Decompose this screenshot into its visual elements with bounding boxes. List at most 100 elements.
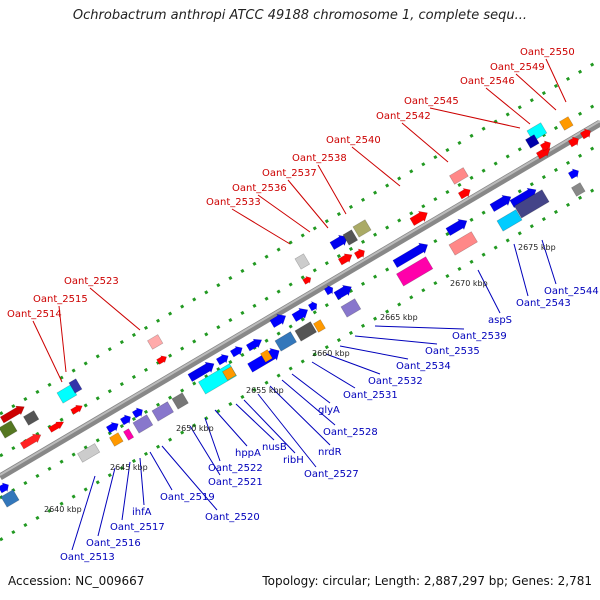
gene-feature[interactable] [302,274,313,285]
upper-gene-label[interactable]: Oant_2514 [7,309,62,320]
lower-gene-label[interactable]: Oant_2517 [110,522,165,533]
lower-gene-label[interactable]: Oant_2528 [323,427,378,438]
lower-gene-label[interactable]: Oant_2543 [516,298,571,309]
upper-label-leader [287,179,329,229]
gene-feature[interactable] [457,186,472,201]
gene-feature[interactable] [294,321,317,342]
gene-feature[interactable] [70,402,84,415]
gene-feature[interactable] [307,300,319,313]
gene-feature[interactable] [19,431,43,451]
upper-gene-label[interactable]: Oant_2545 [404,96,459,107]
gene-feature[interactable] [567,135,581,149]
gene-feature[interactable] [294,253,311,270]
gene-feature[interactable] [342,229,359,246]
gene-feature[interactable] [119,413,133,427]
upper-gene-label[interactable]: Oant_2536 [232,183,287,194]
gene-feature[interactable] [333,282,355,301]
gene-feature[interactable] [147,334,164,350]
lower-gene-label[interactable]: Oant_2513 [60,552,115,563]
gene-feature[interactable] [291,305,311,323]
gene-feature[interactable] [0,420,18,439]
lower-gene-label[interactable]: Oant_2527 [304,469,359,480]
lower-gene-label[interactable]: Oant_2535 [425,346,480,357]
gene-feature[interactable] [329,232,351,251]
gene-feature[interactable] [525,134,540,149]
lower-gene-label[interactable]: Oant_2544 [544,286,599,297]
gene-feature[interactable] [132,414,154,434]
gene-feature[interactable] [48,418,66,433]
lower-gene-label[interactable]: nusB [262,442,287,453]
gene-feature[interactable] [229,344,244,359]
gene-feature[interactable] [353,247,367,261]
gene-feature[interactable] [352,219,372,238]
gene-feature[interactable] [496,209,523,232]
gene-feature[interactable] [23,410,40,426]
gene-feature[interactable] [109,432,124,447]
gene-feature[interactable] [448,231,478,256]
gene-feature[interactable] [323,284,335,297]
lower-gene-label[interactable]: Oant_2531 [343,390,398,401]
gene-feature[interactable] [449,167,469,185]
gene-feature[interactable] [123,428,135,441]
gene-feature[interactable] [245,336,264,353]
lower-gene-label[interactable]: ribH [283,455,304,466]
upper-gene-label[interactable]: Oant_2523 [64,276,119,287]
gene-feature[interactable] [68,378,83,394]
gene-feature[interactable] [313,319,326,333]
lower-gene-label[interactable]: Oant_2521 [208,477,263,488]
upper-gene-label[interactable]: Oant_2550 [520,47,575,58]
gene-feature[interactable] [579,127,593,141]
gene-feature[interactable] [567,167,581,181]
gene-feature[interactable] [187,359,217,384]
gene-feature[interactable] [337,251,354,267]
upper-gene-label[interactable]: Oant_2538 [292,153,347,164]
upper-gene-label[interactable]: Oant_2546 [460,76,515,87]
lower-gene-label[interactable]: Oant_2534 [396,361,451,372]
upper-gene-label[interactable]: Oant_2540 [326,135,381,146]
upper-gene-label[interactable]: Oant_2533 [206,197,261,208]
lower-gene-label[interactable]: ihfA [132,507,152,518]
gene-feature[interactable] [571,182,586,197]
gene-feature[interactable] [396,256,434,287]
upper-gene-label[interactable]: Oant_2542 [376,111,431,122]
gene-feature[interactable] [0,481,11,495]
gene-feature[interactable] [215,352,230,367]
gene-feature[interactable] [274,331,297,352]
gene-feature[interactable] [0,489,20,508]
gene-feature[interactable] [0,402,27,424]
lower-label-leader [71,475,96,551]
gene-feature[interactable] [559,116,574,131]
gene-feature[interactable] [246,345,282,374]
gene-feature[interactable] [409,208,431,227]
lower-gene-label[interactable]: Oant_2519 [160,492,215,503]
gene-feature[interactable] [260,349,273,363]
gene-feature[interactable] [340,298,362,318]
gene-feature[interactable] [151,401,174,422]
upper-gene-label[interactable]: Oant_2549 [490,62,545,73]
lower-gene-label[interactable]: Oant_2522 [208,463,263,474]
lower-gene-label[interactable]: aspS [488,315,512,326]
gene-feature[interactable] [77,443,101,463]
gene-feature[interactable] [131,406,145,420]
gene-feature[interactable] [269,311,289,329]
lower-label-leader [291,373,331,404]
lower-gene-label[interactable]: glyA [318,405,340,416]
lower-gene-label[interactable]: Oant_2539 [452,331,507,342]
gene-feature[interactable] [222,366,237,381]
upper-gene-label[interactable]: Oant_2537 [262,168,317,179]
gene-feature[interactable] [105,420,120,435]
lower-gene-label[interactable]: Oant_2532 [368,376,423,387]
lower-gene-label[interactable]: hppA [235,448,261,459]
gene-feature[interactable] [539,139,553,153]
gene-feature[interactable] [171,392,189,410]
gene-feature[interactable] [489,192,514,214]
gene-feature[interactable] [156,353,169,365]
lower-gene-label[interactable]: Oant_2516 [86,538,141,549]
gene-feature[interactable] [445,216,470,238]
gene-features [0,116,593,508]
gene-feature[interactable] [392,240,431,270]
lower-gene-label[interactable]: Oant_2520 [205,512,260,523]
upper-gene-label[interactable]: Oant_2515 [33,294,88,305]
lower-gene-label[interactable]: nrdR [318,447,342,458]
gene-feature[interactable] [514,189,550,219]
